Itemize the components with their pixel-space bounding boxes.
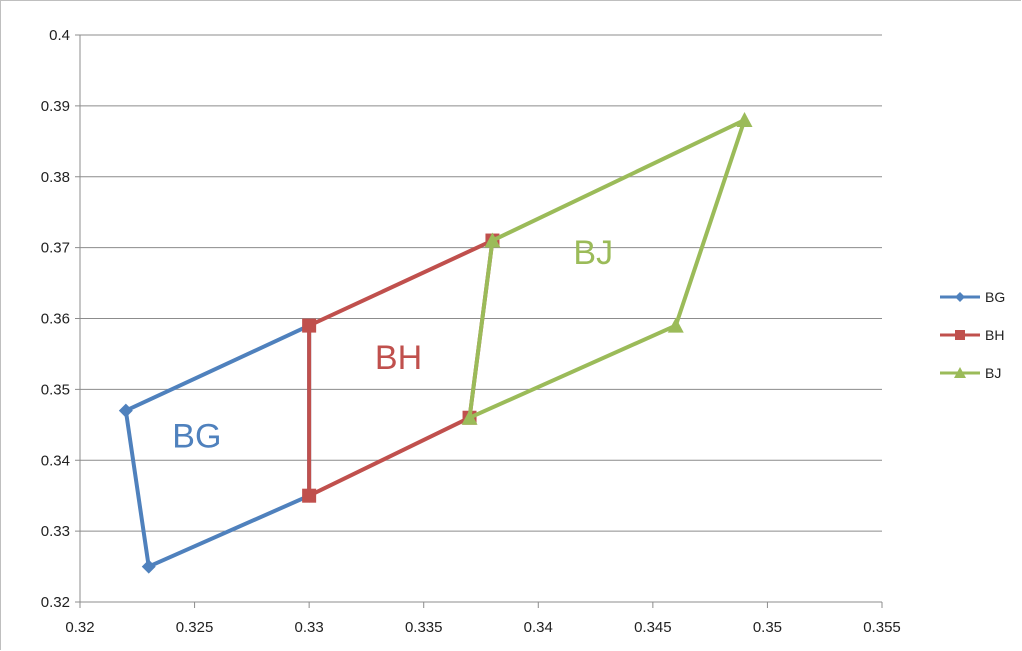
x-tick-label: 0.355 bbox=[863, 619, 901, 636]
y-tick-label: 0.35 bbox=[41, 381, 70, 398]
legend-marker bbox=[955, 330, 965, 340]
region-label-bh: BH bbox=[375, 339, 422, 377]
y-tick-label: 0.39 bbox=[41, 98, 70, 115]
y-tick-label: 0.32 bbox=[41, 594, 70, 611]
axes: 0.32 0.33 0.34 0.35 0.36 0.37 0.38 0.39 0.4 0.32 0… bbox=[41, 27, 901, 636]
data-point bbox=[736, 112, 753, 128]
region-label-bj: BJ bbox=[573, 234, 613, 272]
data-point bbox=[118, 403, 133, 418]
data-point bbox=[484, 232, 501, 248]
y-tick-label: 0.4 bbox=[49, 27, 70, 44]
legend-item-bg: BG bbox=[940, 289, 1005, 305]
x-tick-label: 0.325 bbox=[176, 619, 214, 636]
legend-label: BG bbox=[985, 289, 1005, 305]
annotations: BG BH BJ bbox=[172, 234, 613, 456]
y-tick-label: 0.38 bbox=[41, 169, 70, 186]
y-tick-label: 0.36 bbox=[41, 311, 70, 328]
y-tick-label: 0.37 bbox=[41, 240, 70, 257]
legend: BG BH BJ bbox=[940, 289, 1005, 381]
x-tick-label: 0.33 bbox=[295, 619, 324, 636]
data-point bbox=[667, 317, 684, 333]
legend-item-bh: BH bbox=[940, 327, 1004, 343]
data-point bbox=[302, 488, 317, 503]
data-point bbox=[461, 409, 478, 425]
y-tick-label: 0.33 bbox=[41, 523, 70, 540]
x-tick-label: 0.34 bbox=[524, 619, 553, 636]
legend-label: BH bbox=[985, 327, 1004, 343]
x-tick-label: 0.32 bbox=[65, 619, 94, 636]
data-point bbox=[302, 318, 317, 333]
x-tick-label: 0.345 bbox=[634, 619, 672, 636]
series-layer bbox=[118, 112, 753, 574]
legend-item-bj: BJ bbox=[940, 365, 1001, 381]
data-point bbox=[141, 559, 156, 574]
legend-marker bbox=[955, 292, 965, 302]
series-bj bbox=[461, 112, 753, 425]
x-tick-label: 0.35 bbox=[753, 619, 782, 636]
legend-label: BJ bbox=[985, 365, 1001, 381]
y-tick-label: 0.34 bbox=[41, 452, 70, 469]
x-tick-label: 0.335 bbox=[405, 619, 443, 636]
legend-marker bbox=[954, 367, 966, 378]
region-label-bg: BG bbox=[172, 417, 221, 455]
